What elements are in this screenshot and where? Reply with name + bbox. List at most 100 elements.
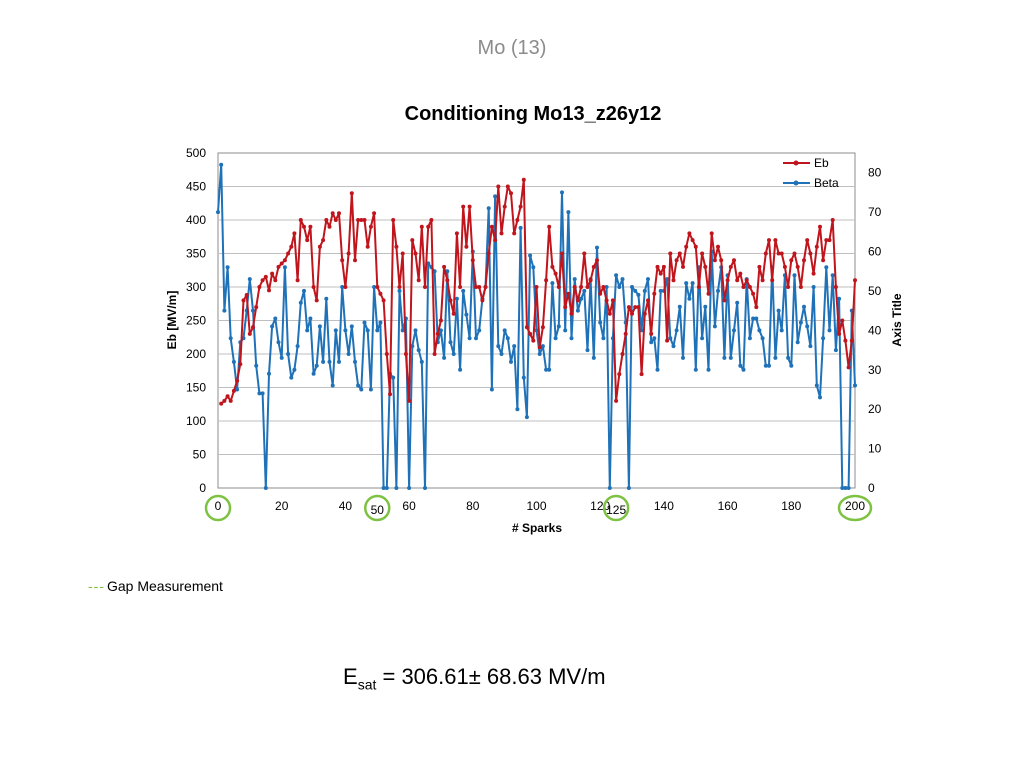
- series-beta: [216, 162, 857, 490]
- data-point: [824, 265, 829, 270]
- data-point: [728, 264, 733, 269]
- data-point: [805, 324, 810, 329]
- data-point: [346, 251, 351, 256]
- data-point: [413, 328, 418, 333]
- data-point: [843, 338, 848, 343]
- data-point: [792, 251, 797, 256]
- data-point: [757, 264, 762, 269]
- data-point: [821, 258, 826, 263]
- data-point: [732, 258, 736, 263]
- data-point: [786, 355, 791, 360]
- data-point: [763, 251, 768, 256]
- data-point: [346, 352, 351, 356]
- data-point: [489, 387, 494, 392]
- data-point: [282, 258, 287, 263]
- data-point: [314, 363, 319, 368]
- data-point: [267, 371, 271, 376]
- data-point: [652, 336, 657, 341]
- data-point: [467, 204, 472, 209]
- chart-title: Conditioning Mo13_z26y12: [405, 103, 662, 125]
- data-point: [773, 238, 778, 243]
- data-point: [792, 273, 797, 278]
- data-point: [282, 265, 287, 270]
- data-point: [620, 352, 625, 356]
- data-point: [267, 288, 271, 293]
- data-point: [725, 278, 730, 283]
- data-point: [773, 355, 778, 360]
- y-tick-label: 50: [193, 448, 207, 462]
- gap-circle: [364, 494, 391, 522]
- data-point: [474, 285, 478, 289]
- data-point: [684, 244, 689, 249]
- data-point: [658, 271, 663, 276]
- data-point: [814, 244, 819, 249]
- data-point: [375, 285, 380, 289]
- data-point: [251, 325, 255, 330]
- data-point: [241, 298, 246, 303]
- data-point: [716, 288, 720, 293]
- data-point: [547, 224, 552, 229]
- data-point: [646, 298, 650, 303]
- data-point: [537, 345, 542, 350]
- data-point: [528, 331, 533, 336]
- data-point: [521, 177, 526, 182]
- data-point: [789, 258, 794, 263]
- data-point: [400, 251, 405, 256]
- data-point: [830, 218, 835, 222]
- data-point: [789, 363, 794, 368]
- data-point: [340, 285, 345, 289]
- data-point: [795, 340, 800, 345]
- data-point: [684, 281, 689, 286]
- data-point: [286, 352, 291, 356]
- data-point: [270, 271, 275, 276]
- data-point: [827, 238, 832, 243]
- data-point: [649, 331, 654, 336]
- data-point: [231, 359, 236, 364]
- data-point: [343, 285, 348, 289]
- data-point: [493, 194, 498, 199]
- data-point: [665, 338, 670, 343]
- data-point: [693, 244, 698, 249]
- data-point: [805, 238, 810, 243]
- data-point: [818, 224, 822, 229]
- y2-axis-ticks: 0 10 20 30 40 50 60 70 80: [868, 166, 882, 495]
- y2-tick-label: 10: [868, 442, 882, 456]
- data-point: [687, 296, 692, 301]
- data-point: [722, 298, 727, 303]
- data-point: [263, 274, 268, 279]
- gap-tick-label: 50: [371, 503, 385, 517]
- data-point: [365, 328, 370, 333]
- data-point: [451, 352, 456, 356]
- x-tick-label: 40: [339, 499, 353, 513]
- data-point: [292, 367, 297, 372]
- data-point: [677, 304, 682, 309]
- data-point: [225, 394, 230, 399]
- data-point: [333, 328, 338, 333]
- data-point: [238, 362, 243, 367]
- data-point: [722, 355, 727, 360]
- data-point: [321, 359, 326, 364]
- data-point: [327, 359, 332, 364]
- data-point: [601, 336, 606, 341]
- data-point: [550, 281, 555, 286]
- data-point: [302, 224, 306, 229]
- data-point: [521, 375, 526, 380]
- x-tick-label: 160: [718, 499, 738, 513]
- y2-tick-label: 0: [868, 481, 875, 495]
- data-point: [811, 271, 816, 276]
- data-point: [391, 218, 396, 222]
- data-point: [225, 265, 230, 270]
- data-point: [394, 244, 399, 249]
- data-point: [617, 372, 622, 377]
- data-point: [496, 344, 501, 349]
- data-point: [655, 264, 660, 269]
- data-point: [534, 285, 539, 289]
- data-point: [429, 218, 434, 222]
- data-point: [751, 316, 756, 321]
- y-axis-label: Eb [MV/m]: [165, 291, 179, 350]
- data-point: [254, 363, 259, 368]
- data-point: [321, 238, 326, 243]
- series-eb: [219, 177, 857, 406]
- data-point: [273, 278, 278, 283]
- data-point: [661, 264, 666, 269]
